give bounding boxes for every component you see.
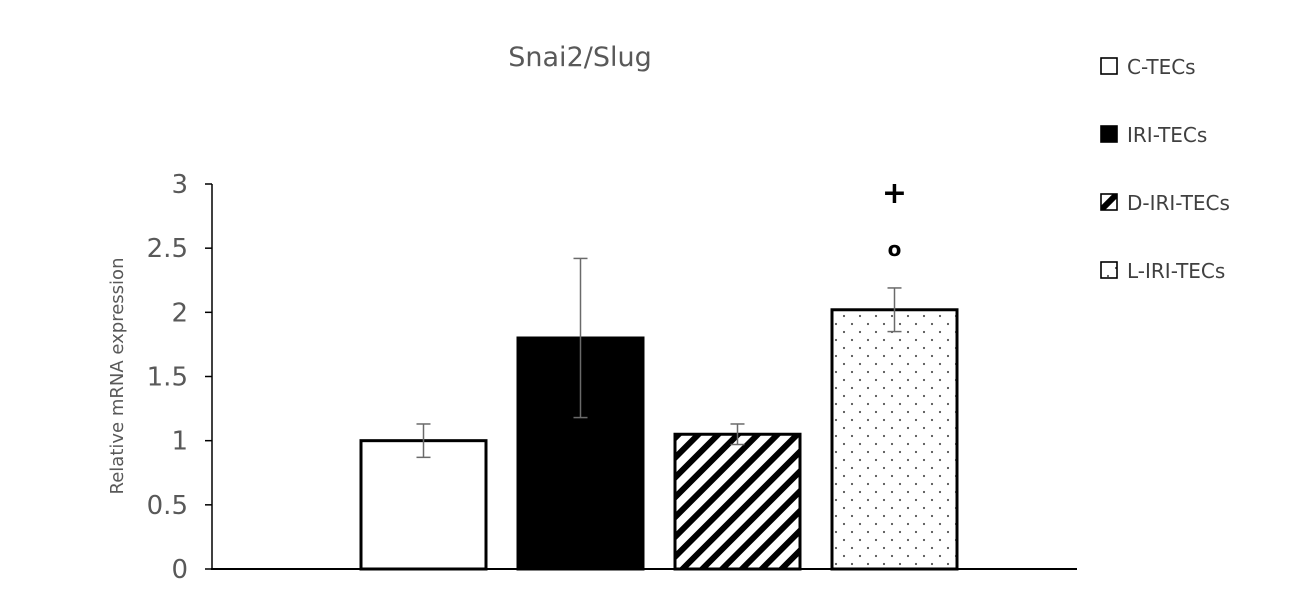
y-axis-ticks: 0 0.5 1 1.5 2 2.5 3 [147, 170, 212, 585]
legend: C-TECs IRI-TECs D-IRI-TECs L-IRI-TECs [1100, 55, 1230, 283]
y-tick-label: 2.5 [147, 234, 188, 264]
legend-swatch-c-tecs [1100, 57, 1118, 75]
significance-symbol: + [882, 176, 907, 211]
legend-swatch-iri-tecs [1100, 125, 1118, 143]
bar-d-iri-tecs [673, 432, 802, 571]
legend-swatch-l-iri-tecs [1100, 261, 1118, 279]
y-tick-label: 1.5 [147, 363, 188, 393]
y-tick-label: 2 [171, 298, 188, 328]
y-tick-label: 0.5 [147, 491, 188, 521]
significance-symbol: o [888, 237, 902, 261]
chart-title: Snai2/Slug [508, 42, 651, 73]
legend-label: L-IRI-TECs [1127, 259, 1225, 283]
bars [359, 308, 959, 571]
legend-label: C-TECs [1127, 55, 1196, 79]
y-axis-label: Relative mRNA expression [107, 258, 128, 495]
y-tick-label: 0 [171, 555, 188, 585]
legend-label: IRI-TECs [1127, 123, 1207, 147]
legend-swatch-d-iri-tecs [1100, 193, 1118, 211]
legend-label: D-IRI-TECs [1127, 191, 1230, 215]
bar-l-iri-tecs [830, 308, 959, 571]
bar-c-tecs [359, 439, 488, 571]
y-tick-label: 1 [171, 427, 188, 457]
significance-annotations: +o [882, 176, 907, 261]
error-bars [416, 257, 902, 459]
y-tick-label: 3 [171, 170, 188, 200]
